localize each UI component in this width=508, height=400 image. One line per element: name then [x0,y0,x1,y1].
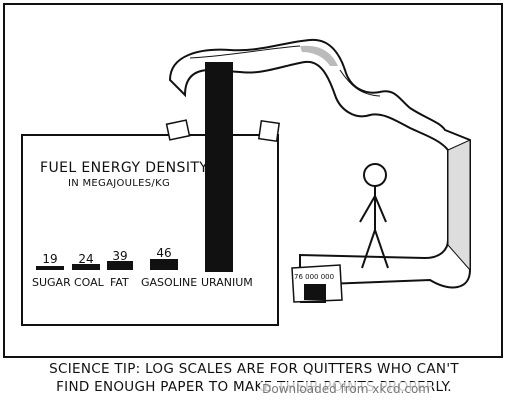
chart-paper [21,134,279,326]
label-gasoline: GASOLINE [141,276,198,289]
watermark: Downloaded from xkcd.com [260,382,432,396]
label-uranium: URANIUM [201,276,253,289]
bar-gasoline [150,259,178,270]
value-fat: 39 [112,249,128,263]
bar-coal [72,264,100,270]
stick-figure [359,163,389,269]
chart-title: FUEL ENERGY DENSITY [40,160,209,176]
paper-roll [168,38,471,289]
uranium-bar [205,62,233,272]
chart-subtitle: IN MEGAJOULES/KG [68,178,170,189]
value-gasoline: 46 [156,246,172,260]
value-sugar: 19 [42,252,58,266]
caption-line-1: SCIENCE TIP: LOG SCALES ARE FOR QUITTERS… [49,361,459,377]
label-fat: FAT [110,276,129,289]
tape-right [257,119,281,143]
value-coal: 24 [78,252,94,266]
label-sugar: SUGAR [32,276,71,289]
bar-sugar [36,266,64,270]
tape-left [165,119,191,141]
label-coal: COAL [74,276,104,289]
value-uranium: 76 000 000 [294,273,335,281]
bar-fat [107,261,133,270]
